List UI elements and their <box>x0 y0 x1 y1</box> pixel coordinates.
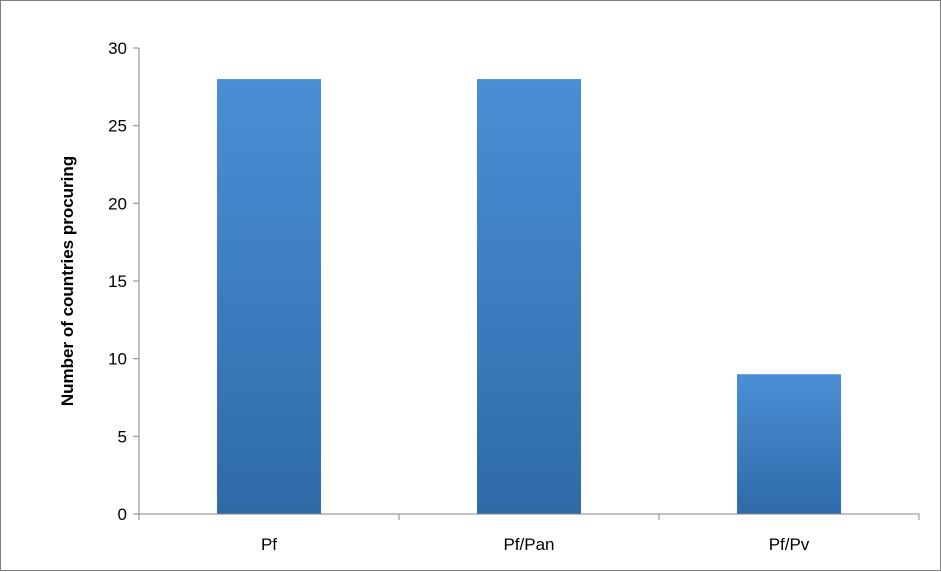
bar-pf-pv <box>737 374 841 514</box>
y-tick-label-5: 5 <box>118 427 127 446</box>
labels-layer: 0 5 10 15 20 25 30 Pf Pf/Pan Pf/Pv <box>108 39 810 554</box>
y-axis-title: Number of countries procuring <box>58 156 77 406</box>
axes-layer <box>133 47 920 520</box>
y-tick-label-25: 25 <box>108 117 127 136</box>
bars-layer <box>217 79 841 515</box>
y-tick-label-20: 20 <box>108 194 127 213</box>
y-tick-label-10: 10 <box>108 350 127 369</box>
x-category-label-pf-pv: Pf/Pv <box>769 535 810 554</box>
bar-pf <box>217 79 321 515</box>
bar-pf-pan <box>477 79 581 515</box>
x-category-label-pf-pan: Pf/Pan <box>503 535 554 554</box>
y-tick-label-15: 15 <box>108 272 127 291</box>
y-tick-label-0: 0 <box>118 505 127 524</box>
x-category-label-pf: Pf <box>261 535 277 554</box>
y-tick-label-30: 30 <box>108 39 127 58</box>
